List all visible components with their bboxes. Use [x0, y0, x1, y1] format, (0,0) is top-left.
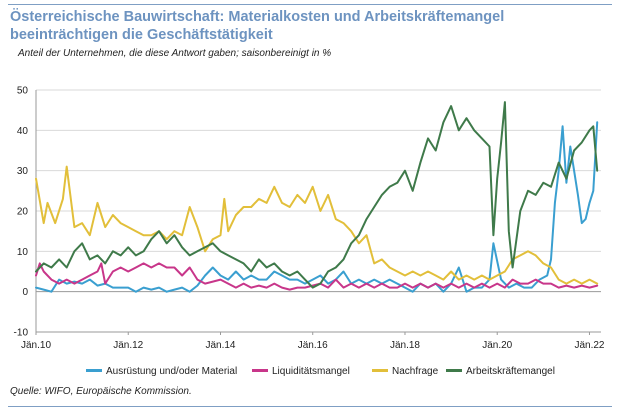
legend-item-liquiditaet: Liquiditätsmangel [252, 366, 350, 377]
y-tick-label: 20 [17, 207, 29, 218]
y-tick-label: 0 [22, 287, 28, 298]
y-tick-label: 30 [17, 166, 29, 177]
x-tick-label: Jän.20 [482, 340, 512, 351]
x-tick-label: Jän.22 [574, 340, 604, 351]
y-tick-label: 10 [17, 247, 29, 258]
x-tick-label: Jän.12 [113, 340, 143, 351]
source-note: Quelle: WIFO, Europäische Kommission. [10, 386, 192, 397]
y-tick-label: 40 [17, 126, 29, 137]
legend-label-material: Ausrüstung und/oder Material [106, 366, 238, 377]
y-tick-label: -10 [14, 328, 29, 339]
chart-subtitle: Anteil der Unternehmen, die diese Antwor… [18, 48, 332, 59]
series-line-nachfrage [35, 165, 599, 285]
x-axis: Jän.10 Jän.12 Jän.14 Jän.16 Jän.18 Jän.20 Jän.… [21, 331, 605, 351]
legend-swatch-liquiditaet [252, 368, 268, 372]
y-axis: -10 0 10 20 30 40 50 [14, 86, 37, 339]
gridlines [36, 89, 601, 333]
y-tick-label: 50 [17, 86, 29, 97]
series-line-arbeitskraefte [35, 101, 599, 289]
legend-label-nachfrage: Nachfrage [392, 366, 439, 377]
legend-item-material: Ausrüstung und/oder Material [86, 366, 237, 377]
bottom-rule [8, 406, 612, 407]
x-tick-label: Jän.14 [205, 340, 235, 351]
top-rule [8, 4, 612, 5]
series-line-material [35, 121, 599, 293]
legend-item-nachfrage: Nachfrage [372, 366, 438, 377]
chart-title: Österreichische Bauwirtschaft: Materialk… [10, 9, 505, 43]
legend-item-arbeitskraefte: Arbeitskräftemangel [446, 366, 555, 377]
x-tick-label: Jän.18 [390, 340, 420, 351]
x-tick-label: Jän.10 [21, 340, 51, 351]
series-line-liquiditaet [35, 262, 599, 291]
x-tick-label: Jän.16 [298, 340, 328, 351]
legend-label-liquiditaet: Liquiditätsmangel [272, 366, 350, 377]
legend-label-arbeitskraefte: Arbeitskräftemangel [466, 366, 555, 377]
legend-swatch-nachfrage [372, 368, 388, 372]
series-lines [35, 101, 599, 293]
legend-swatch-arbeitskraefte [446, 368, 462, 372]
legend-swatch-material [86, 368, 102, 372]
